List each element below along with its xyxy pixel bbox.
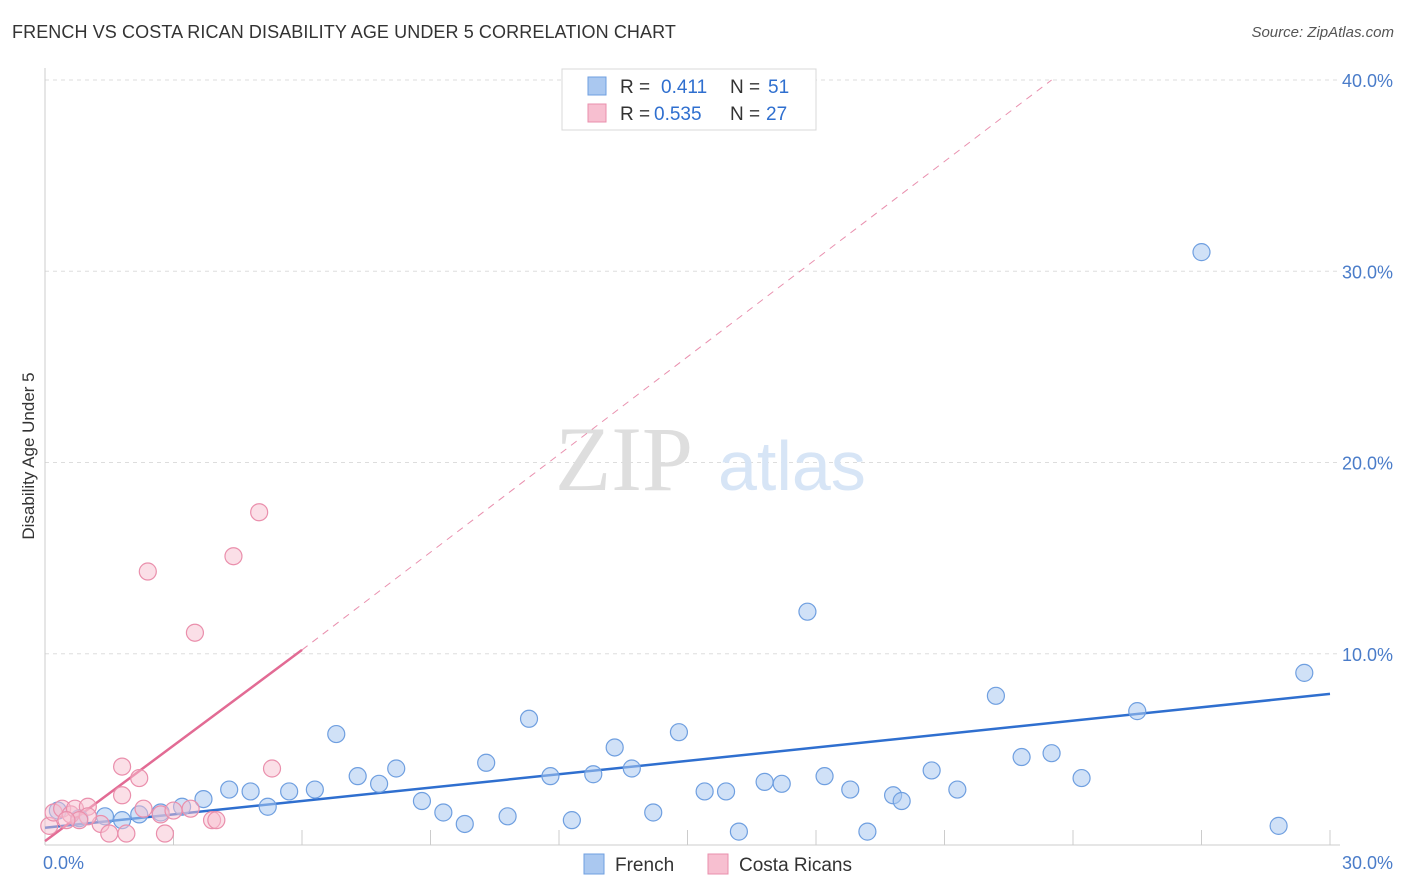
- point-costa-20: [207, 811, 226, 830]
- point-costa-13: [138, 562, 157, 581]
- legend-r-value-costa: 0.535: [654, 104, 702, 125]
- point-french-40: [892, 791, 911, 811]
- gridlines: [45, 79, 1340, 655]
- y-tick-label-20: 20.0%: [1342, 454, 1393, 474]
- legend-n-label-costa: N =: [730, 104, 760, 125]
- y-tick-label-30: 30.0%: [1342, 262, 1393, 282]
- point-costa-18: [185, 623, 205, 642]
- x-tick-label-min: 0.0%: [43, 853, 84, 873]
- point-costa-11: [130, 768, 149, 788]
- legend: R = 0.411 N = 51 R = 0.535 N = 27: [561, 68, 817, 131]
- bottom-legend-french: French: [615, 855, 674, 876]
- point-french-35: [798, 602, 817, 621]
- data-points: [40, 243, 1314, 843]
- bottom-legend-costa: Costa Ricans: [739, 855, 852, 876]
- point-french-42: [948, 780, 967, 799]
- point-french-44: [1012, 747, 1031, 767]
- point-costa-7: [100, 824, 119, 843]
- point-costa-21: [224, 547, 243, 566]
- point-costa-23: [262, 759, 282, 778]
- legend-r-label-costa: R =: [620, 104, 650, 125]
- point-french-33: [755, 772, 774, 791]
- point-french-11: [280, 782, 299, 801]
- point-french-50: [1295, 663, 1314, 682]
- point-costa-9: [112, 757, 132, 776]
- point-french-28: [644, 803, 663, 822]
- point-french-48: [1192, 243, 1211, 262]
- point-french-49: [1269, 816, 1288, 835]
- point-french-47: [1128, 702, 1147, 721]
- point-french-7: [194, 789, 213, 809]
- point-french-15: [370, 774, 389, 793]
- point-costa-22: [250, 503, 269, 522]
- point-french-23: [541, 767, 560, 786]
- x-tick-label-max: 30.0%: [1342, 853, 1393, 873]
- legend-n-value-french: 51: [768, 77, 789, 98]
- point-french-26: [605, 738, 624, 757]
- point-french-34: [772, 774, 791, 793]
- point-french-25: [584, 765, 603, 784]
- point-french-36: [815, 767, 834, 786]
- point-costa-10: [117, 824, 136, 843]
- point-costa-8: [112, 786, 132, 805]
- point-french-21: [498, 807, 517, 826]
- legend-swatch-french: [587, 76, 607, 96]
- point-french-17: [412, 791, 432, 811]
- point-french-12: [305, 780, 324, 799]
- point-french-18: [434, 803, 453, 822]
- point-french-13: [327, 724, 346, 744]
- legend-n-label-french: N =: [730, 77, 760, 98]
- point-french-27: [622, 759, 641, 778]
- point-french-14: [348, 767, 367, 786]
- point-french-24: [562, 811, 581, 830]
- point-french-8: [220, 780, 239, 799]
- point-french-10: [258, 797, 277, 816]
- y-tick-label-40: 40.0%: [1342, 71, 1393, 91]
- point-french-43: [986, 686, 1006, 705]
- point-costa-16: [164, 801, 183, 820]
- watermark-zip: ZIP: [555, 408, 693, 510]
- point-costa-26: [57, 811, 76, 830]
- point-french-22: [519, 709, 539, 728]
- y-tick-labels: 10.0% 20.0% 30.0% 40.0%: [1342, 71, 1393, 665]
- point-french-20: [477, 753, 496, 772]
- watermark-atlas: atlas: [718, 427, 866, 505]
- point-french-19: [455, 814, 474, 834]
- point-french-38: [858, 822, 877, 841]
- point-costa-12: [134, 799, 153, 818]
- point-french-37: [841, 780, 860, 799]
- point-french-32: [729, 822, 749, 841]
- point-costa-15: [155, 824, 175, 843]
- trend-line-costa-extension: [301, 79, 1052, 651]
- legend-r-label-french: R =: [620, 77, 650, 98]
- bottom-legend-swatch-french: [583, 853, 605, 875]
- point-french-46: [1072, 768, 1091, 788]
- x-ticks: [44, 830, 1331, 845]
- legend-r-value-french: 0.411: [661, 77, 707, 98]
- point-french-31: [716, 782, 736, 801]
- y-axis-label: Disability Age Under 5: [19, 372, 38, 539]
- point-french-16: [387, 759, 406, 778]
- legend-swatch-costa: [587, 103, 607, 123]
- point-french-41: [922, 761, 941, 780]
- y-tick-label-10: 10.0%: [1342, 645, 1393, 665]
- point-french-9: [241, 782, 260, 801]
- point-french-30: [695, 782, 714, 801]
- point-french-29: [669, 723, 689, 742]
- bottom-legend-swatch-costa: [707, 853, 729, 875]
- bottom-legend: French Costa Ricans: [583, 853, 852, 876]
- source-label: Source: ZipAtlas.com: [1251, 24, 1394, 41]
- chart-title: FRENCH VS COSTA RICAN DISABILITY AGE UND…: [12, 22, 676, 42]
- point-costa-17: [181, 799, 200, 818]
- legend-n-value-costa: 27: [766, 104, 787, 125]
- point-french-45: [1042, 744, 1061, 763]
